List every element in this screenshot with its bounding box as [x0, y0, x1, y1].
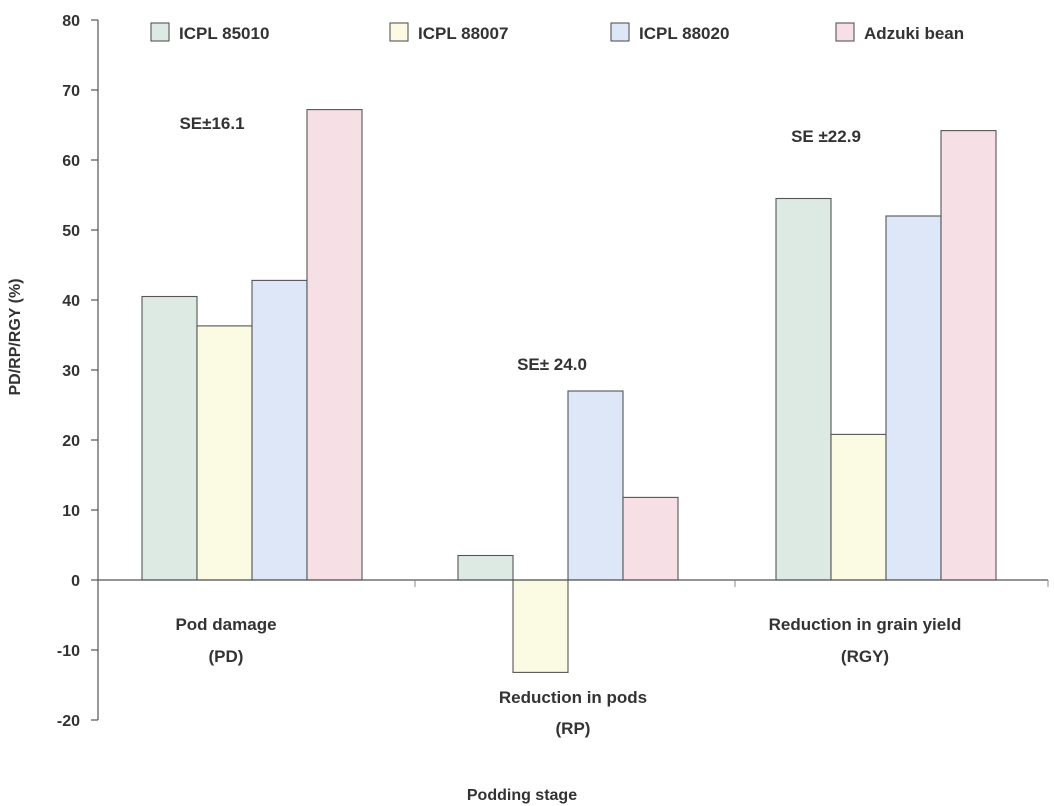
bar [622, 496, 679, 581]
se-annotation: SE ±22.9 [791, 127, 861, 146]
y-tick-label: 50 [62, 223, 80, 240]
bar [885, 215, 942, 581]
x-axis [98, 579, 1049, 587]
legend-swatch [389, 22, 409, 42]
legend-swatch [610, 22, 630, 42]
category-label: Reduction in grain yield [769, 615, 962, 634]
y-tick-label: 30 [62, 363, 80, 380]
category-label: Reduction in pods [499, 688, 647, 707]
legend-label: ICPL 88007 [418, 24, 508, 43]
bar [512, 579, 569, 673]
y-tick-label: 10 [62, 503, 80, 520]
bar [567, 390, 624, 581]
x-axis-title: Podding stage [467, 787, 577, 804]
category-label: (RGY) [841, 647, 889, 666]
y-tick-label: 60 [62, 153, 80, 170]
bar [940, 130, 997, 581]
bars [141, 109, 997, 673]
y-axis: -20 -10 0 10 20 30 40 50 60 70 80 [57, 13, 99, 730]
legend-label: ICPL 85010 [179, 24, 269, 43]
annotations: SE±16.1 SE± 24.0 SE ±22.9 [179, 114, 860, 374]
category-label: Pod damage [175, 615, 276, 634]
bar [775, 197, 832, 581]
bar [830, 433, 887, 581]
bar [196, 325, 253, 581]
y-tick-label: -20 [57, 713, 80, 730]
y-tick-label: 70 [62, 83, 80, 100]
legend-swatch [150, 22, 170, 42]
se-annotation: SE±16.1 [179, 114, 244, 133]
y-tick-label: 80 [62, 13, 80, 30]
legend-label: ICPL 88020 [639, 24, 729, 43]
bar [457, 554, 514, 581]
y-tick-label: 40 [62, 293, 80, 310]
y-axis-title: PD/RP/RGY (%) [7, 278, 24, 395]
category-label: (PD) [209, 647, 244, 666]
category-label: (RP) [556, 719, 591, 738]
category-labels: Pod damage (PD) Reduction in pods (RP) Reduc… [175, 615, 961, 738]
legend-label: Adzuki bean [864, 24, 964, 43]
bar [306, 109, 363, 581]
legend-swatch [835, 22, 855, 42]
legend: ICPL 85010 ICPL 88007 ICPL 88020 Adzuki bea… [150, 22, 964, 43]
bar [251, 279, 308, 581]
y-tick-label: -10 [57, 643, 80, 660]
se-annotation: SE± 24.0 [517, 355, 587, 374]
y-tick-label: 0 [71, 573, 80, 590]
y-tick-label: 20 [62, 433, 80, 450]
bar [141, 295, 198, 581]
